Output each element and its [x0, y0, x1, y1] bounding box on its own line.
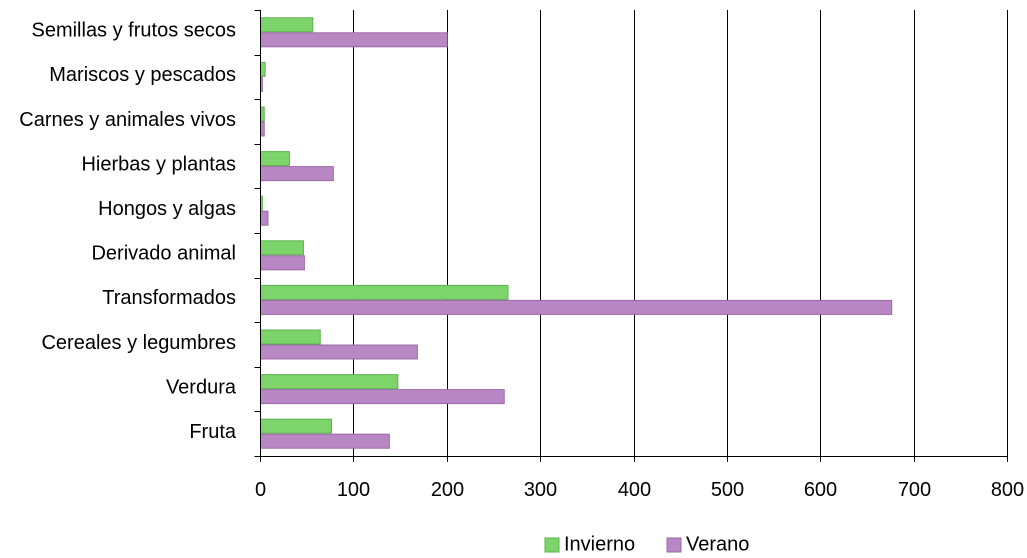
category-label: Cereales y legumbres: [41, 332, 236, 354]
bar-invierno-3: [260, 151, 290, 167]
bar-verano-9: [260, 433, 390, 449]
bar-invierno-2: [260, 106, 265, 122]
bar-invierno-6: [260, 284, 509, 300]
legend: Invierno Verano: [544, 533, 749, 555]
bar-invierno-0: [260, 17, 314, 33]
category-label: Verdura: [166, 376, 237, 398]
category-label: Mariscos y pescados: [49, 64, 236, 86]
bar-invierno-8: [260, 374, 399, 390]
x-tick-label: 0: [255, 479, 266, 501]
axis-layer: [254, 10, 1008, 462]
bar-verano-5: [260, 255, 305, 271]
bar-verano-7: [260, 344, 418, 360]
x-tick-label: 500: [711, 479, 744, 501]
category-label: Derivado animal: [91, 243, 236, 265]
category-label: Semillas y frutos secos: [31, 20, 236, 42]
bar-verano-8: [260, 389, 505, 405]
legend-label-verano: Verano: [686, 533, 749, 555]
bar-verano-0: [260, 32, 448, 48]
x-tick-label: 600: [804, 479, 837, 501]
x-tick-label: 100: [337, 479, 370, 501]
category-label: Hongos y algas: [98, 198, 236, 220]
bar-verano-4: [260, 210, 269, 226]
legend-swatch-invierno: [544, 537, 560, 553]
category-label: Transformados: [102, 287, 236, 309]
bar-verano-2: [260, 121, 265, 137]
category-label: Fruta: [189, 421, 237, 443]
bar-layer: [260, 17, 893, 449]
grid-layer: [353, 10, 1008, 456]
label-layer: 0 100 200 300 400 500 600 700 800 Semillas y frut…: [19, 20, 1024, 501]
bar-invierno-1: [260, 61, 266, 77]
x-tick-label: 300: [524, 479, 557, 501]
x-tick-label: 200: [431, 479, 464, 501]
x-tick-label: 800: [991, 479, 1024, 501]
bar-verano-6: [260, 299, 893, 315]
bar-invierno-7: [260, 329, 321, 345]
category-label: Hierbas y plantas: [81, 153, 236, 175]
bar-verano-3: [260, 166, 334, 182]
legend-swatch-verano: [666, 537, 682, 553]
bar-invierno-5: [260, 240, 304, 256]
x-tick-label: 700: [898, 479, 931, 501]
category-label: Carnes y animales vivos: [19, 109, 236, 131]
bar-invierno-9: [260, 418, 332, 434]
legend-label-invierno: Invierno: [564, 533, 635, 555]
x-tick-label: 400: [618, 479, 651, 501]
